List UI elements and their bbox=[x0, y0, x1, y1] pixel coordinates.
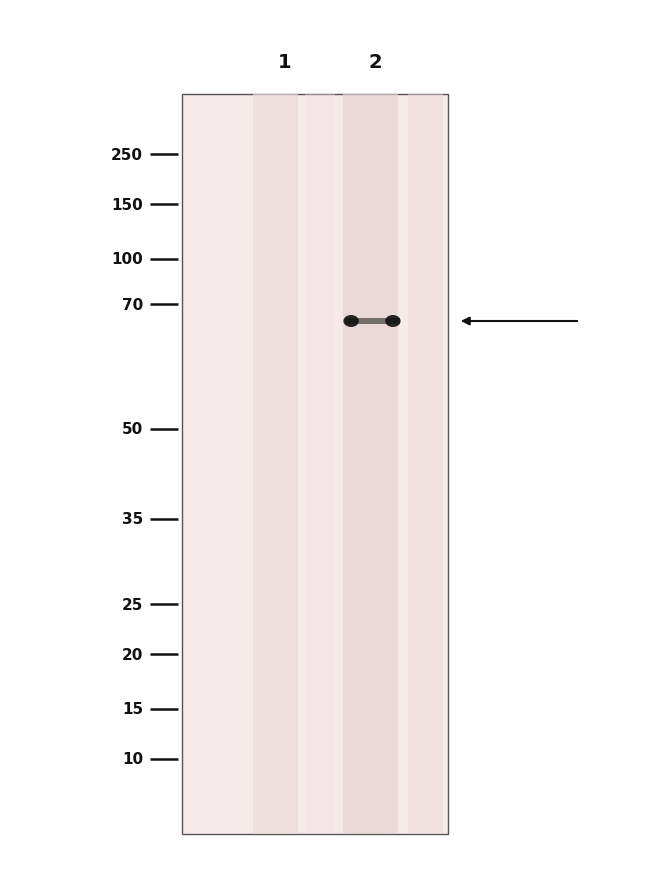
Bar bbox=[305, 95, 335, 834]
Text: 2: 2 bbox=[368, 52, 382, 71]
Text: 70: 70 bbox=[122, 297, 143, 312]
Bar bbox=[343, 95, 398, 834]
Ellipse shape bbox=[385, 315, 400, 328]
Text: 50: 50 bbox=[122, 422, 143, 437]
Bar bbox=[408, 95, 443, 834]
Text: 150: 150 bbox=[111, 197, 143, 212]
Text: 1: 1 bbox=[278, 52, 292, 71]
Text: 100: 100 bbox=[111, 252, 143, 267]
Text: 10: 10 bbox=[122, 752, 143, 766]
Bar bbox=[252, 95, 298, 834]
Text: 250: 250 bbox=[111, 148, 143, 163]
Text: 15: 15 bbox=[122, 701, 143, 717]
Text: 25: 25 bbox=[122, 597, 143, 612]
Text: 35: 35 bbox=[122, 512, 143, 527]
Ellipse shape bbox=[343, 315, 359, 328]
Bar bbox=[344, 319, 400, 325]
Text: 20: 20 bbox=[122, 647, 143, 661]
Bar bbox=[182, 95, 448, 834]
